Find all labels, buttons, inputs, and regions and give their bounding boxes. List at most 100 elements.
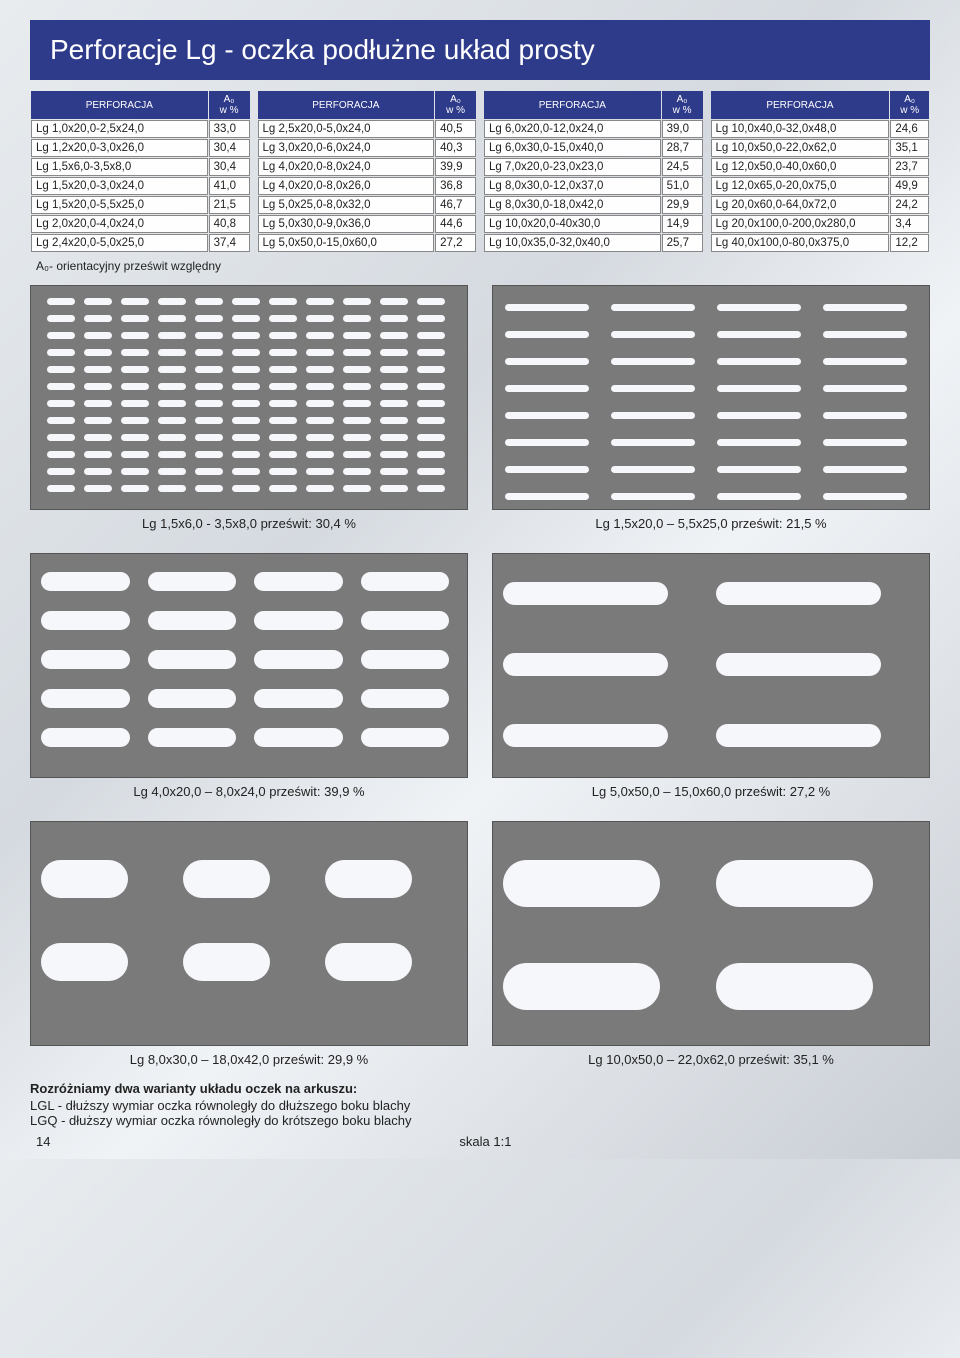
slot xyxy=(417,366,445,373)
slot xyxy=(121,485,149,492)
variants-note: Rozróżniamy dwa warianty układu oczek na… xyxy=(30,1081,930,1128)
pattern-caption: Lg 8,0x30,0 – 18,0x42,0 prześwit: 29,9 % xyxy=(30,1052,468,1067)
table-row: Lg 6,0x30,0-15,0x40,028,7 xyxy=(484,139,703,157)
slot xyxy=(717,385,801,392)
slot xyxy=(47,298,75,305)
slot xyxy=(41,650,130,669)
slot xyxy=(361,689,450,708)
slot xyxy=(611,304,695,311)
slot xyxy=(84,485,112,492)
slot xyxy=(361,572,450,591)
cell-spec: Lg 8,0x30,0-18,0x42,0 xyxy=(484,196,661,214)
perforation-table: PERFORACJAA₀w %Lg 6,0x20,0-12,0x24,039,0… xyxy=(483,90,704,253)
table-row: Lg 12,0x65,0-20,0x75,049,9 xyxy=(711,177,930,195)
col-header-a0: A₀w % xyxy=(209,91,250,119)
cell-value: 46,7 xyxy=(435,196,476,214)
table-row: Lg 7,0x20,0-23,0x23,024,5 xyxy=(484,158,703,176)
slot xyxy=(306,434,334,441)
slot xyxy=(343,315,371,322)
slot xyxy=(269,332,297,339)
slot xyxy=(717,331,801,338)
cell-spec: Lg 2,4x20,0-5,0x25,0 xyxy=(31,234,208,252)
cell-spec: Lg 20,0x60,0-64,0x72,0 xyxy=(711,196,890,214)
cell-spec: Lg 6,0x20,0-12,0x24,0 xyxy=(484,120,661,138)
slot xyxy=(361,611,450,630)
slot xyxy=(343,383,371,390)
slot xyxy=(343,332,371,339)
tables-container: PERFORACJAA₀w %Lg 1,0x20,0-2,5x24,033,0L… xyxy=(30,90,930,253)
perforation-table: PERFORACJAA₀w %Lg 1,0x20,0-2,5x24,033,0L… xyxy=(30,90,251,253)
cell-spec: Lg 1,2x20,0-3,0x26,0 xyxy=(31,139,208,157)
slot xyxy=(343,417,371,424)
cell-value: 28,7 xyxy=(662,139,703,157)
table-row: Lg 6,0x20,0-12,0x24,039,0 xyxy=(484,120,703,138)
slot xyxy=(183,943,270,981)
slot xyxy=(158,400,186,407)
slot xyxy=(505,304,589,311)
slot xyxy=(269,298,297,305)
perforation-swatch xyxy=(492,821,930,1046)
slot xyxy=(343,434,371,441)
cell-spec: Lg 5,0x50,0-15,0x60,0 xyxy=(258,234,435,252)
slot xyxy=(41,943,128,981)
slot xyxy=(417,332,445,339)
slot xyxy=(148,611,237,630)
slot xyxy=(306,485,334,492)
slot xyxy=(84,468,112,475)
cell-spec: Lg 8,0x30,0-12,0x37,0 xyxy=(484,177,661,195)
cell-value: 35,1 xyxy=(890,139,929,157)
slot xyxy=(269,485,297,492)
slot xyxy=(823,493,907,500)
slot xyxy=(343,400,371,407)
slot xyxy=(121,400,149,407)
slot xyxy=(41,860,128,898)
slot xyxy=(611,439,695,446)
slot xyxy=(47,451,75,458)
pattern-caption: Lg 10,0x50,0 – 22,0x62,0 prześwit: 35,1 … xyxy=(492,1052,930,1067)
slot xyxy=(254,611,343,630)
slot xyxy=(232,485,260,492)
slot xyxy=(47,349,75,356)
slot xyxy=(195,451,223,458)
slot xyxy=(306,417,334,424)
slot xyxy=(84,451,112,458)
pattern-caption: Lg 5,0x50,0 – 15,0x60,0 prześwit: 27,2 % xyxy=(492,784,930,799)
slot xyxy=(325,943,412,981)
cell-value: 40,8 xyxy=(209,215,250,233)
slot xyxy=(232,400,260,407)
slot xyxy=(505,466,589,473)
slot xyxy=(503,582,668,605)
page-number: 14 xyxy=(36,1134,50,1149)
slot xyxy=(148,572,237,591)
pattern-caption: Lg 1,5x6,0 - 3,5x8,0 prześwit: 30,4 % xyxy=(30,516,468,531)
slot xyxy=(84,400,112,407)
table-row: Lg 2,4x20,0-5,0x25,037,4 xyxy=(31,234,250,252)
cell-value: 30,4 xyxy=(209,158,250,176)
variants-line2: LGQ - dłuższy wymiar oczka równoległy do… xyxy=(30,1113,930,1128)
slot xyxy=(47,383,75,390)
slot xyxy=(611,331,695,338)
slot xyxy=(121,349,149,356)
slot xyxy=(84,434,112,441)
slot xyxy=(417,434,445,441)
slot xyxy=(717,304,801,311)
slot xyxy=(195,349,223,356)
slot xyxy=(158,298,186,305)
table-row: Lg 5,0x30,0-9,0x36,044,6 xyxy=(258,215,477,233)
slot xyxy=(121,315,149,322)
cell-spec: Lg 20,0x100,0-200,0x280,0 xyxy=(711,215,890,233)
slot xyxy=(158,417,186,424)
slot xyxy=(505,493,589,500)
slot xyxy=(84,366,112,373)
footnote: A₀- orientacyjny prześwit względny xyxy=(30,257,930,285)
cell-spec: Lg 10,0x20,0-40x30,0 xyxy=(484,215,661,233)
slot xyxy=(195,400,223,407)
pattern-block: Lg 4,0x20,0 – 8,0x24,0 prześwit: 39,9 % xyxy=(30,553,468,799)
slot xyxy=(380,383,408,390)
slot xyxy=(269,417,297,424)
slot xyxy=(232,298,260,305)
cell-value: 21,5 xyxy=(209,196,250,214)
table-row: Lg 1,5x6,0-3,5x8,030,4 xyxy=(31,158,250,176)
cell-value: 51,0 xyxy=(662,177,703,195)
slot xyxy=(380,332,408,339)
